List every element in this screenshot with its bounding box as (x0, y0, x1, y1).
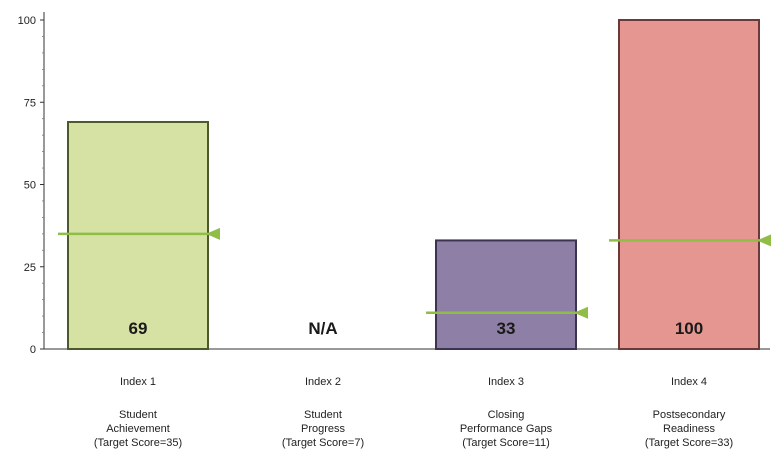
bar-value-label-2: N/A (308, 319, 337, 338)
category-description-2: (Target Score=7) (282, 437, 364, 449)
bar-value-label-4: 100 (675, 319, 703, 338)
category-description-2: Student (304, 409, 342, 421)
category-labels: Index 1 Student Achievement (Target Score=3… (94, 376, 733, 449)
category-description-1: Achievement (106, 423, 170, 435)
category-description-3: (Target Score=11) (462, 437, 550, 449)
category-description-3: Closing (488, 409, 525, 421)
value-labels: 69 N/A 33 100 (129, 319, 704, 338)
bar-value-label-3: 33 (497, 319, 516, 338)
bar-value-label-1: 69 (129, 319, 148, 338)
category-label-3: Index 3 (488, 376, 524, 388)
category-description-4: Readiness (663, 423, 715, 435)
category-description-2: Progress (301, 423, 346, 435)
y-tick-label: 0 (30, 344, 36, 356)
category-description-1: Student (119, 409, 157, 421)
target-markers (58, 227, 771, 319)
category-description-3: Performance Gaps (460, 423, 553, 435)
bar-3 (435, 239, 577, 350)
y-tick-label: 75 (24, 97, 36, 109)
target-marker-4 (609, 234, 771, 247)
category-label-1: Index 1 (120, 376, 156, 388)
target-marker-1 (58, 227, 220, 240)
category-label-4: Index 4 (671, 376, 707, 388)
y-tick-label: 25 (24, 262, 36, 274)
category-description-1: (Target Score=35) (94, 437, 182, 449)
target-marker-3 (426, 306, 588, 319)
y-tick-label: 50 (24, 180, 36, 192)
bar-4 (618, 19, 760, 350)
category-label-2: Index 2 (305, 376, 341, 388)
y-tick-label: 100 (18, 15, 36, 27)
bars (67, 19, 760, 350)
category-description-4: (Target Score=33) (645, 437, 733, 449)
bar-1 (67, 120, 209, 350)
category-description-4: Postsecondary (653, 409, 726, 421)
